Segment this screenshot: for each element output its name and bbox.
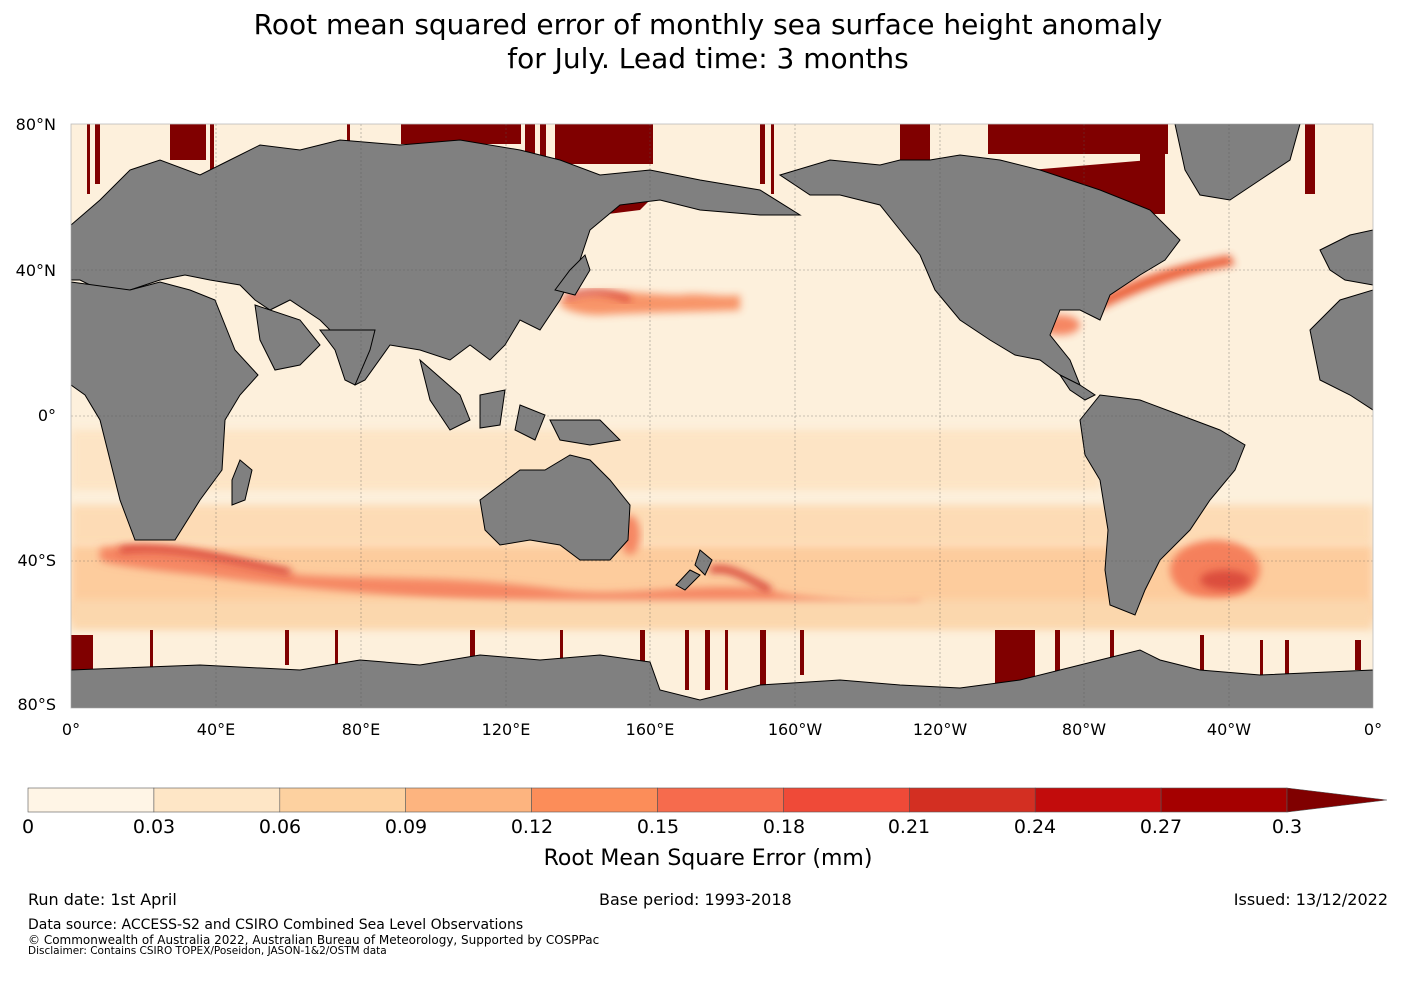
colorbar-tick-label: 0.3 xyxy=(1271,816,1303,838)
copyright: © Commonwealth of Australia 2022, Austra… xyxy=(28,933,600,947)
lon-label-160w: 160°W xyxy=(767,720,823,739)
colorbar-segment xyxy=(27,787,155,813)
issued-date: Issued: 13/12/2022 xyxy=(1233,890,1388,909)
lon-label-40w: 40°W xyxy=(1206,720,1252,739)
north-polar-streaks xyxy=(87,124,1315,215)
lon-label-0-east: 0° xyxy=(1363,720,1383,739)
colorbar-tick-label: 0 xyxy=(21,816,35,838)
lon-label-40e: 40°E xyxy=(196,720,236,739)
colorbar-title: Root Mean Square Error (mm) xyxy=(543,846,873,871)
colorbar-tick-label: 0.24 xyxy=(1013,816,1057,838)
world-map xyxy=(70,123,1374,709)
chart-subtitle: for July. Lead time: 3 months xyxy=(507,42,909,75)
colorbar-tick-label: 0.15 xyxy=(636,816,680,838)
lat-label-80s: 80°S xyxy=(17,695,56,714)
lat-label-40n: 40°N xyxy=(15,261,56,280)
lat-label-80n: 80°N xyxy=(15,115,56,134)
colorbar-segment xyxy=(153,787,281,813)
colorbar-segment xyxy=(783,787,910,813)
colorbar xyxy=(27,787,1388,813)
colorbar-segment xyxy=(279,787,406,813)
lon-label-120w: 120°W xyxy=(912,720,968,739)
colorbar-segment xyxy=(1160,787,1288,813)
colorbar-tick-label: 0.06 xyxy=(258,816,302,838)
colorbar-segment xyxy=(657,787,784,813)
colorbar-tick-label: 0.03 xyxy=(132,816,176,838)
lat-label-0: 0° xyxy=(37,406,56,425)
base-period: Base period: 1993-2018 xyxy=(599,890,792,909)
lon-label-80w: 80°W xyxy=(1061,720,1107,739)
colorbar-segment xyxy=(1034,787,1162,813)
colorbar-segment xyxy=(405,787,532,813)
lon-label-160e: 160°E xyxy=(625,720,675,739)
south-polar-streaks xyxy=(71,630,1361,690)
chart-title: Root mean squared error of monthly sea s… xyxy=(253,8,1163,41)
lon-label-0-west: 0° xyxy=(61,720,81,739)
colorbar-tick-label: 0.18 xyxy=(762,816,806,838)
lat-label-40s: 40°S xyxy=(17,551,56,570)
disclaimer: Disclaimer: Contains CSIRO TOPEX/Poseido… xyxy=(28,945,387,957)
colorbar-segment xyxy=(531,787,658,813)
colorbar-tick-label: 0.12 xyxy=(510,816,554,838)
colorbar-segment xyxy=(908,787,1036,813)
lon-label-120e: 120°E xyxy=(481,720,531,739)
gridlines xyxy=(71,124,1373,708)
colorbar-extend-arrow xyxy=(1286,787,1388,813)
data-source: Data source: ACCESS-S2 and CSIRO Combine… xyxy=(28,917,524,933)
colorbar-tick-label: 0.21 xyxy=(887,816,931,838)
run-date: Run date: 1st April xyxy=(28,890,177,909)
lon-label-80e: 80°E xyxy=(341,720,381,739)
colorbar-tick-label: 0.09 xyxy=(384,816,428,838)
colorbar-tick-label: 0.27 xyxy=(1139,816,1183,838)
